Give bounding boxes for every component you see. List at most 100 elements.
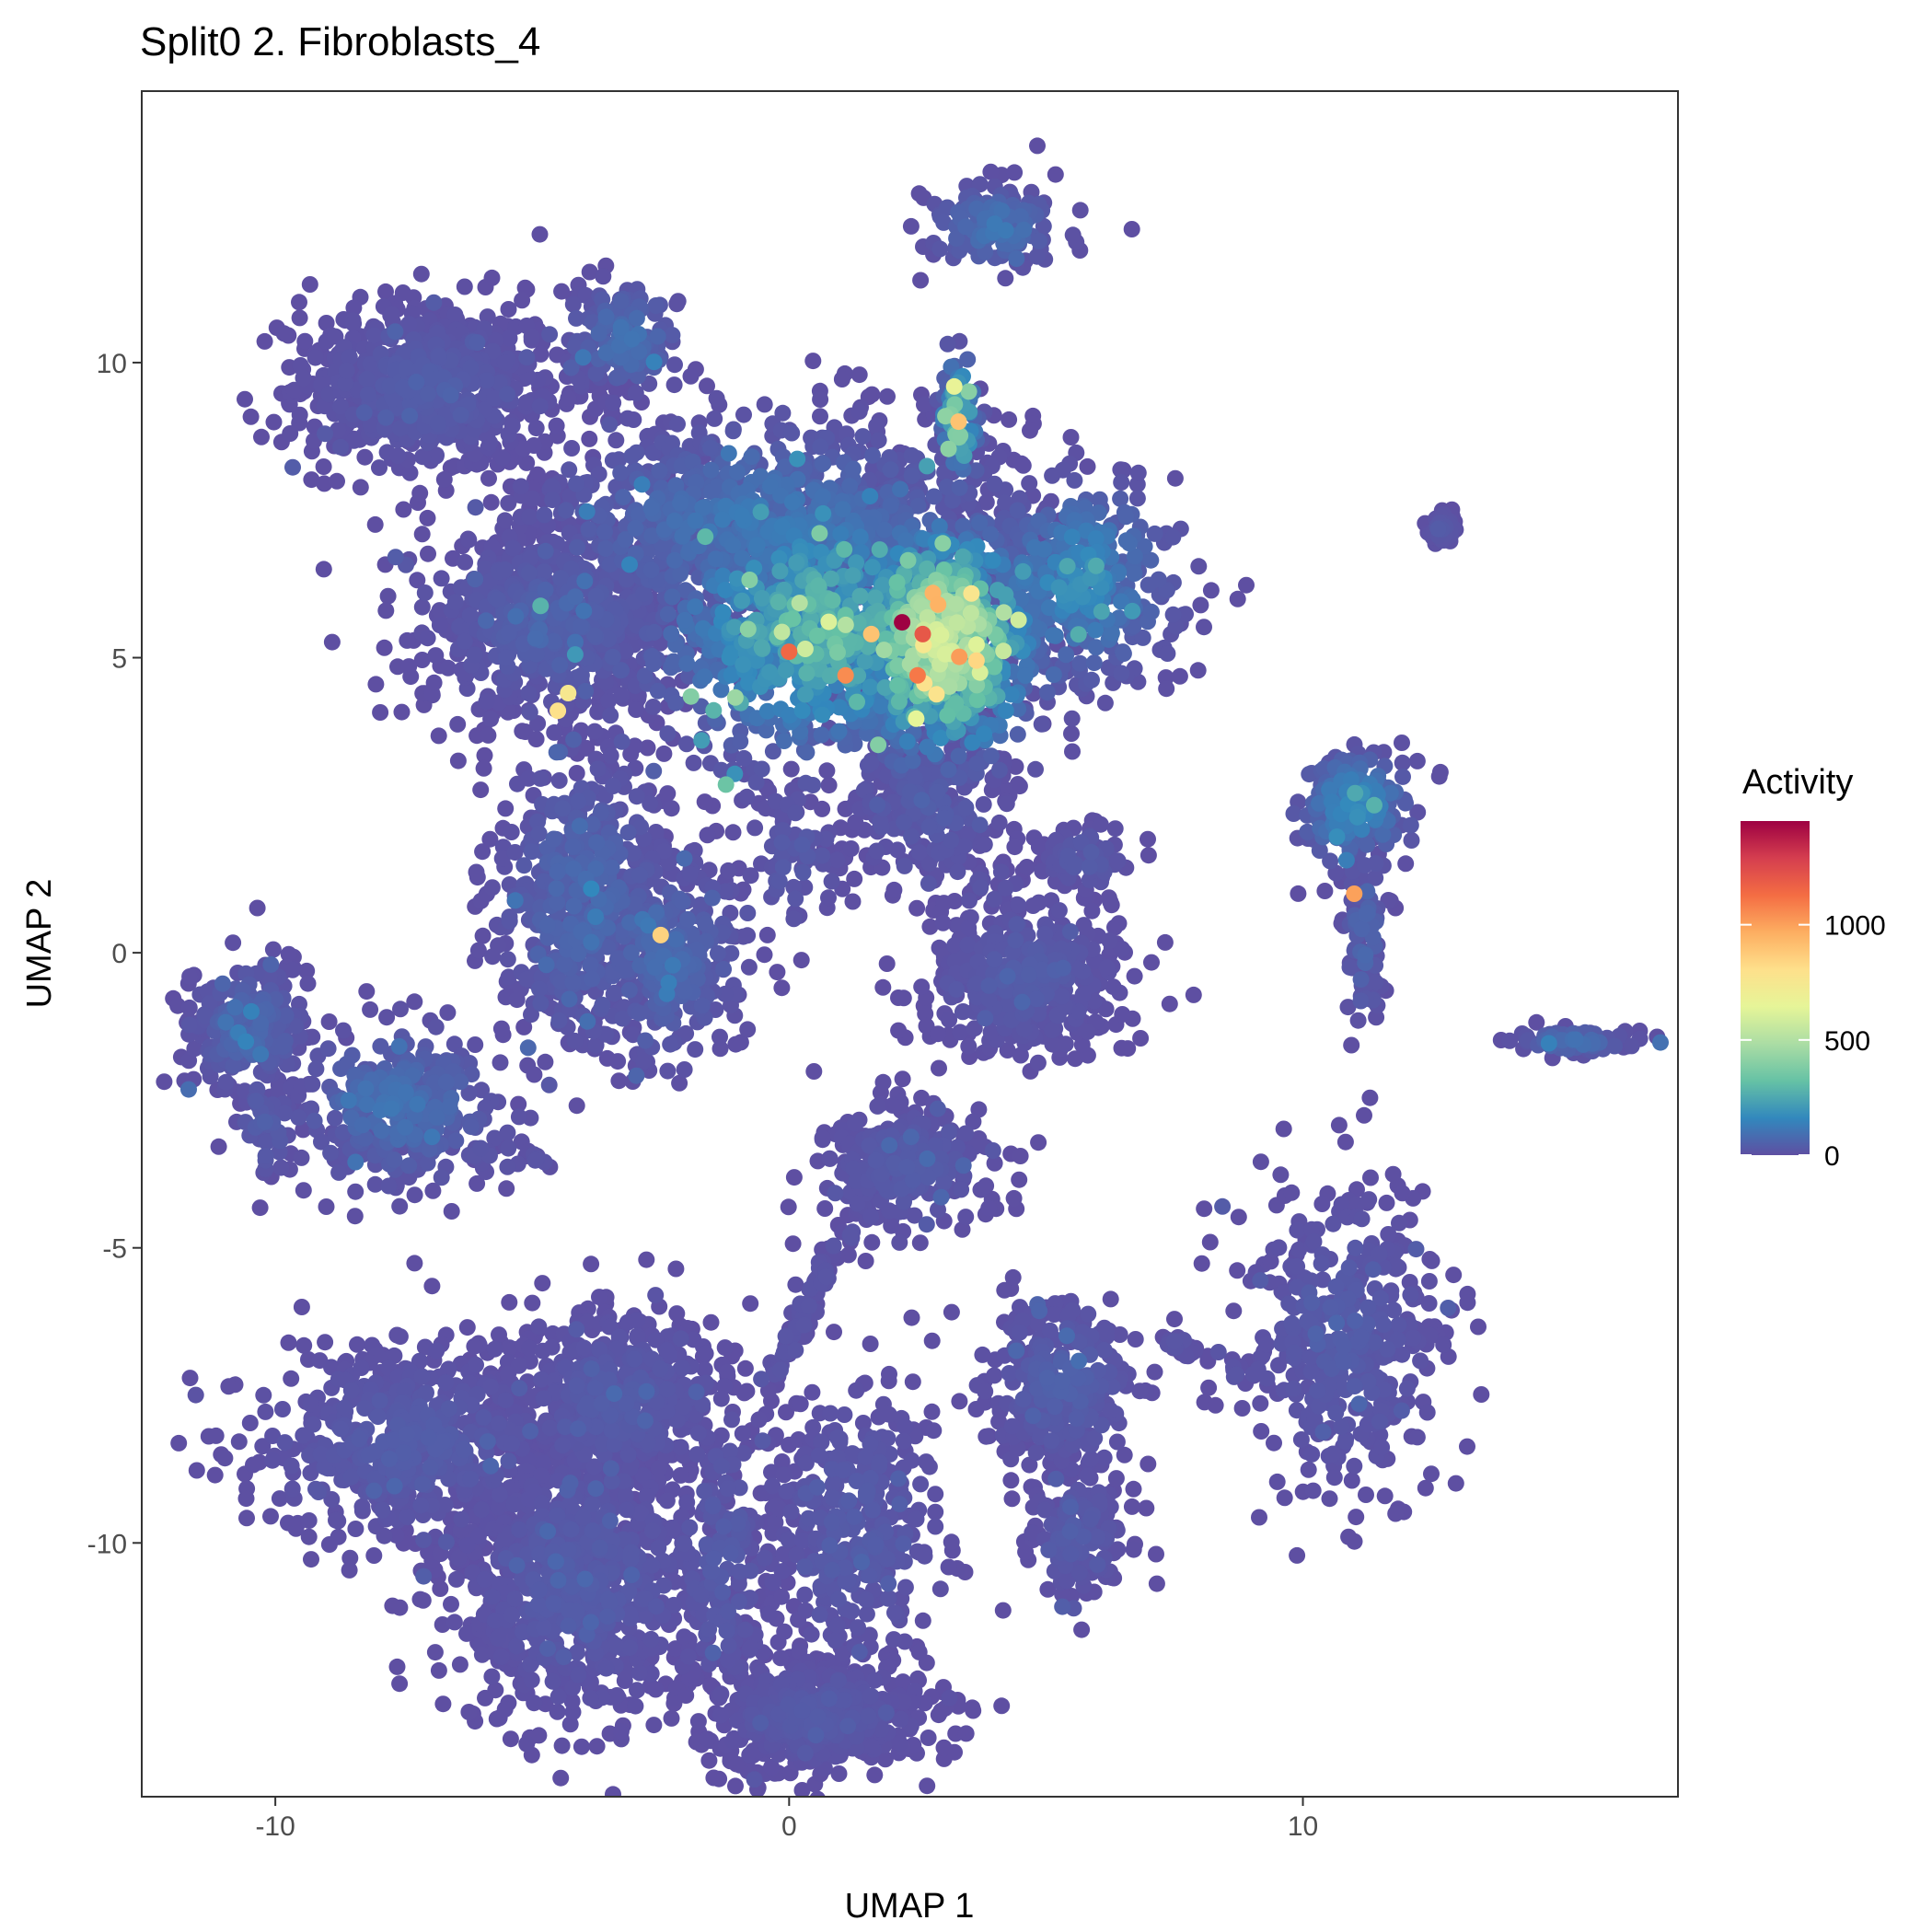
data-point (982, 163, 1000, 180)
data-point (299, 975, 317, 992)
data-point (696, 793, 713, 811)
data-point (544, 1672, 561, 1690)
data-point (406, 1186, 423, 1204)
data-point (230, 1433, 248, 1451)
data-point (712, 1390, 730, 1407)
data-point (447, 1570, 465, 1588)
data-point (1417, 1479, 1434, 1497)
data-point (1430, 768, 1448, 785)
data-point (316, 475, 333, 492)
data-point (257, 1403, 274, 1420)
data-point (912, 272, 930, 289)
data-point (428, 1342, 445, 1359)
data-point (377, 283, 394, 300)
data-point (711, 1028, 728, 1046)
data-point (1398, 1380, 1416, 1397)
data-point (1189, 662, 1207, 679)
data-point (371, 459, 388, 477)
data-point (1011, 1324, 1028, 1341)
data-point (803, 1625, 820, 1643)
data-point (1083, 902, 1101, 920)
data-point (484, 948, 502, 966)
data-point (414, 1591, 432, 1609)
data-point (256, 332, 273, 350)
data-point (568, 1097, 585, 1115)
data-point (1196, 1200, 1213, 1218)
data-point (1003, 1490, 1021, 1508)
data-point (210, 1138, 227, 1155)
data-point (1272, 1166, 1290, 1184)
data-point (679, 1648, 697, 1665)
data-point (330, 1163, 348, 1181)
data-point (672, 1466, 689, 1484)
data-point (1423, 1465, 1440, 1483)
data-point (1313, 1196, 1331, 1212)
data-point (376, 639, 393, 656)
data-point (827, 1632, 844, 1649)
data-point (1373, 1439, 1391, 1456)
data-point (362, 1001, 379, 1018)
data-point (280, 1334, 297, 1351)
data-point (435, 470, 453, 488)
data-point (1158, 680, 1175, 698)
data-point (456, 278, 473, 295)
data-point (756, 396, 773, 413)
data-point (605, 1786, 621, 1797)
data-point (997, 879, 1014, 897)
data-point (416, 584, 434, 601)
data-point (510, 1095, 527, 1113)
data-point (1161, 995, 1178, 1012)
data-point (1003, 1417, 1021, 1435)
data-point (1159, 645, 1176, 662)
data-point (850, 403, 868, 420)
data-point (399, 1509, 416, 1526)
data-point (499, 1124, 516, 1141)
data-point (304, 1075, 321, 1093)
data-point (474, 927, 492, 944)
data-point (482, 711, 500, 728)
data-point (425, 674, 443, 691)
data-point (697, 1345, 714, 1362)
data-point (588, 1738, 606, 1755)
data-point (1252, 1153, 1269, 1171)
data-point (610, 1072, 628, 1090)
data-point (919, 1777, 936, 1795)
data-point (773, 1563, 791, 1580)
data-point (329, 472, 345, 490)
data-point (1473, 1386, 1490, 1403)
data-point (1102, 893, 1119, 910)
data-point (1304, 1482, 1322, 1499)
data-point (531, 398, 549, 415)
data-point (1238, 576, 1255, 594)
data-point (1014, 457, 1032, 474)
data-point (1029, 137, 1046, 155)
data-point (923, 1332, 941, 1349)
data-point (821, 1150, 839, 1167)
data-point (419, 630, 436, 647)
data-point (548, 417, 565, 434)
data-point (1423, 1252, 1440, 1269)
data-point (1447, 1475, 1464, 1492)
data-point (523, 1672, 540, 1689)
data-point (518, 1735, 536, 1753)
data-point (521, 508, 538, 526)
data-point (458, 1319, 476, 1336)
data-point (699, 827, 716, 844)
data-point (515, 1018, 533, 1035)
data-point (881, 1365, 897, 1382)
data-point (341, 1549, 359, 1567)
data-point (805, 1063, 823, 1080)
data-point (785, 1169, 803, 1186)
data-point (941, 1689, 958, 1706)
data-point (472, 781, 490, 799)
data-point (1030, 1134, 1047, 1151)
data-point (581, 430, 598, 447)
data-point (1275, 1120, 1292, 1138)
data-point (300, 1528, 318, 1545)
data-point (503, 824, 520, 840)
data-point (1002, 1472, 1020, 1489)
data-point (513, 478, 529, 495)
data-point (782, 760, 800, 778)
data-point (1114, 1006, 1131, 1023)
